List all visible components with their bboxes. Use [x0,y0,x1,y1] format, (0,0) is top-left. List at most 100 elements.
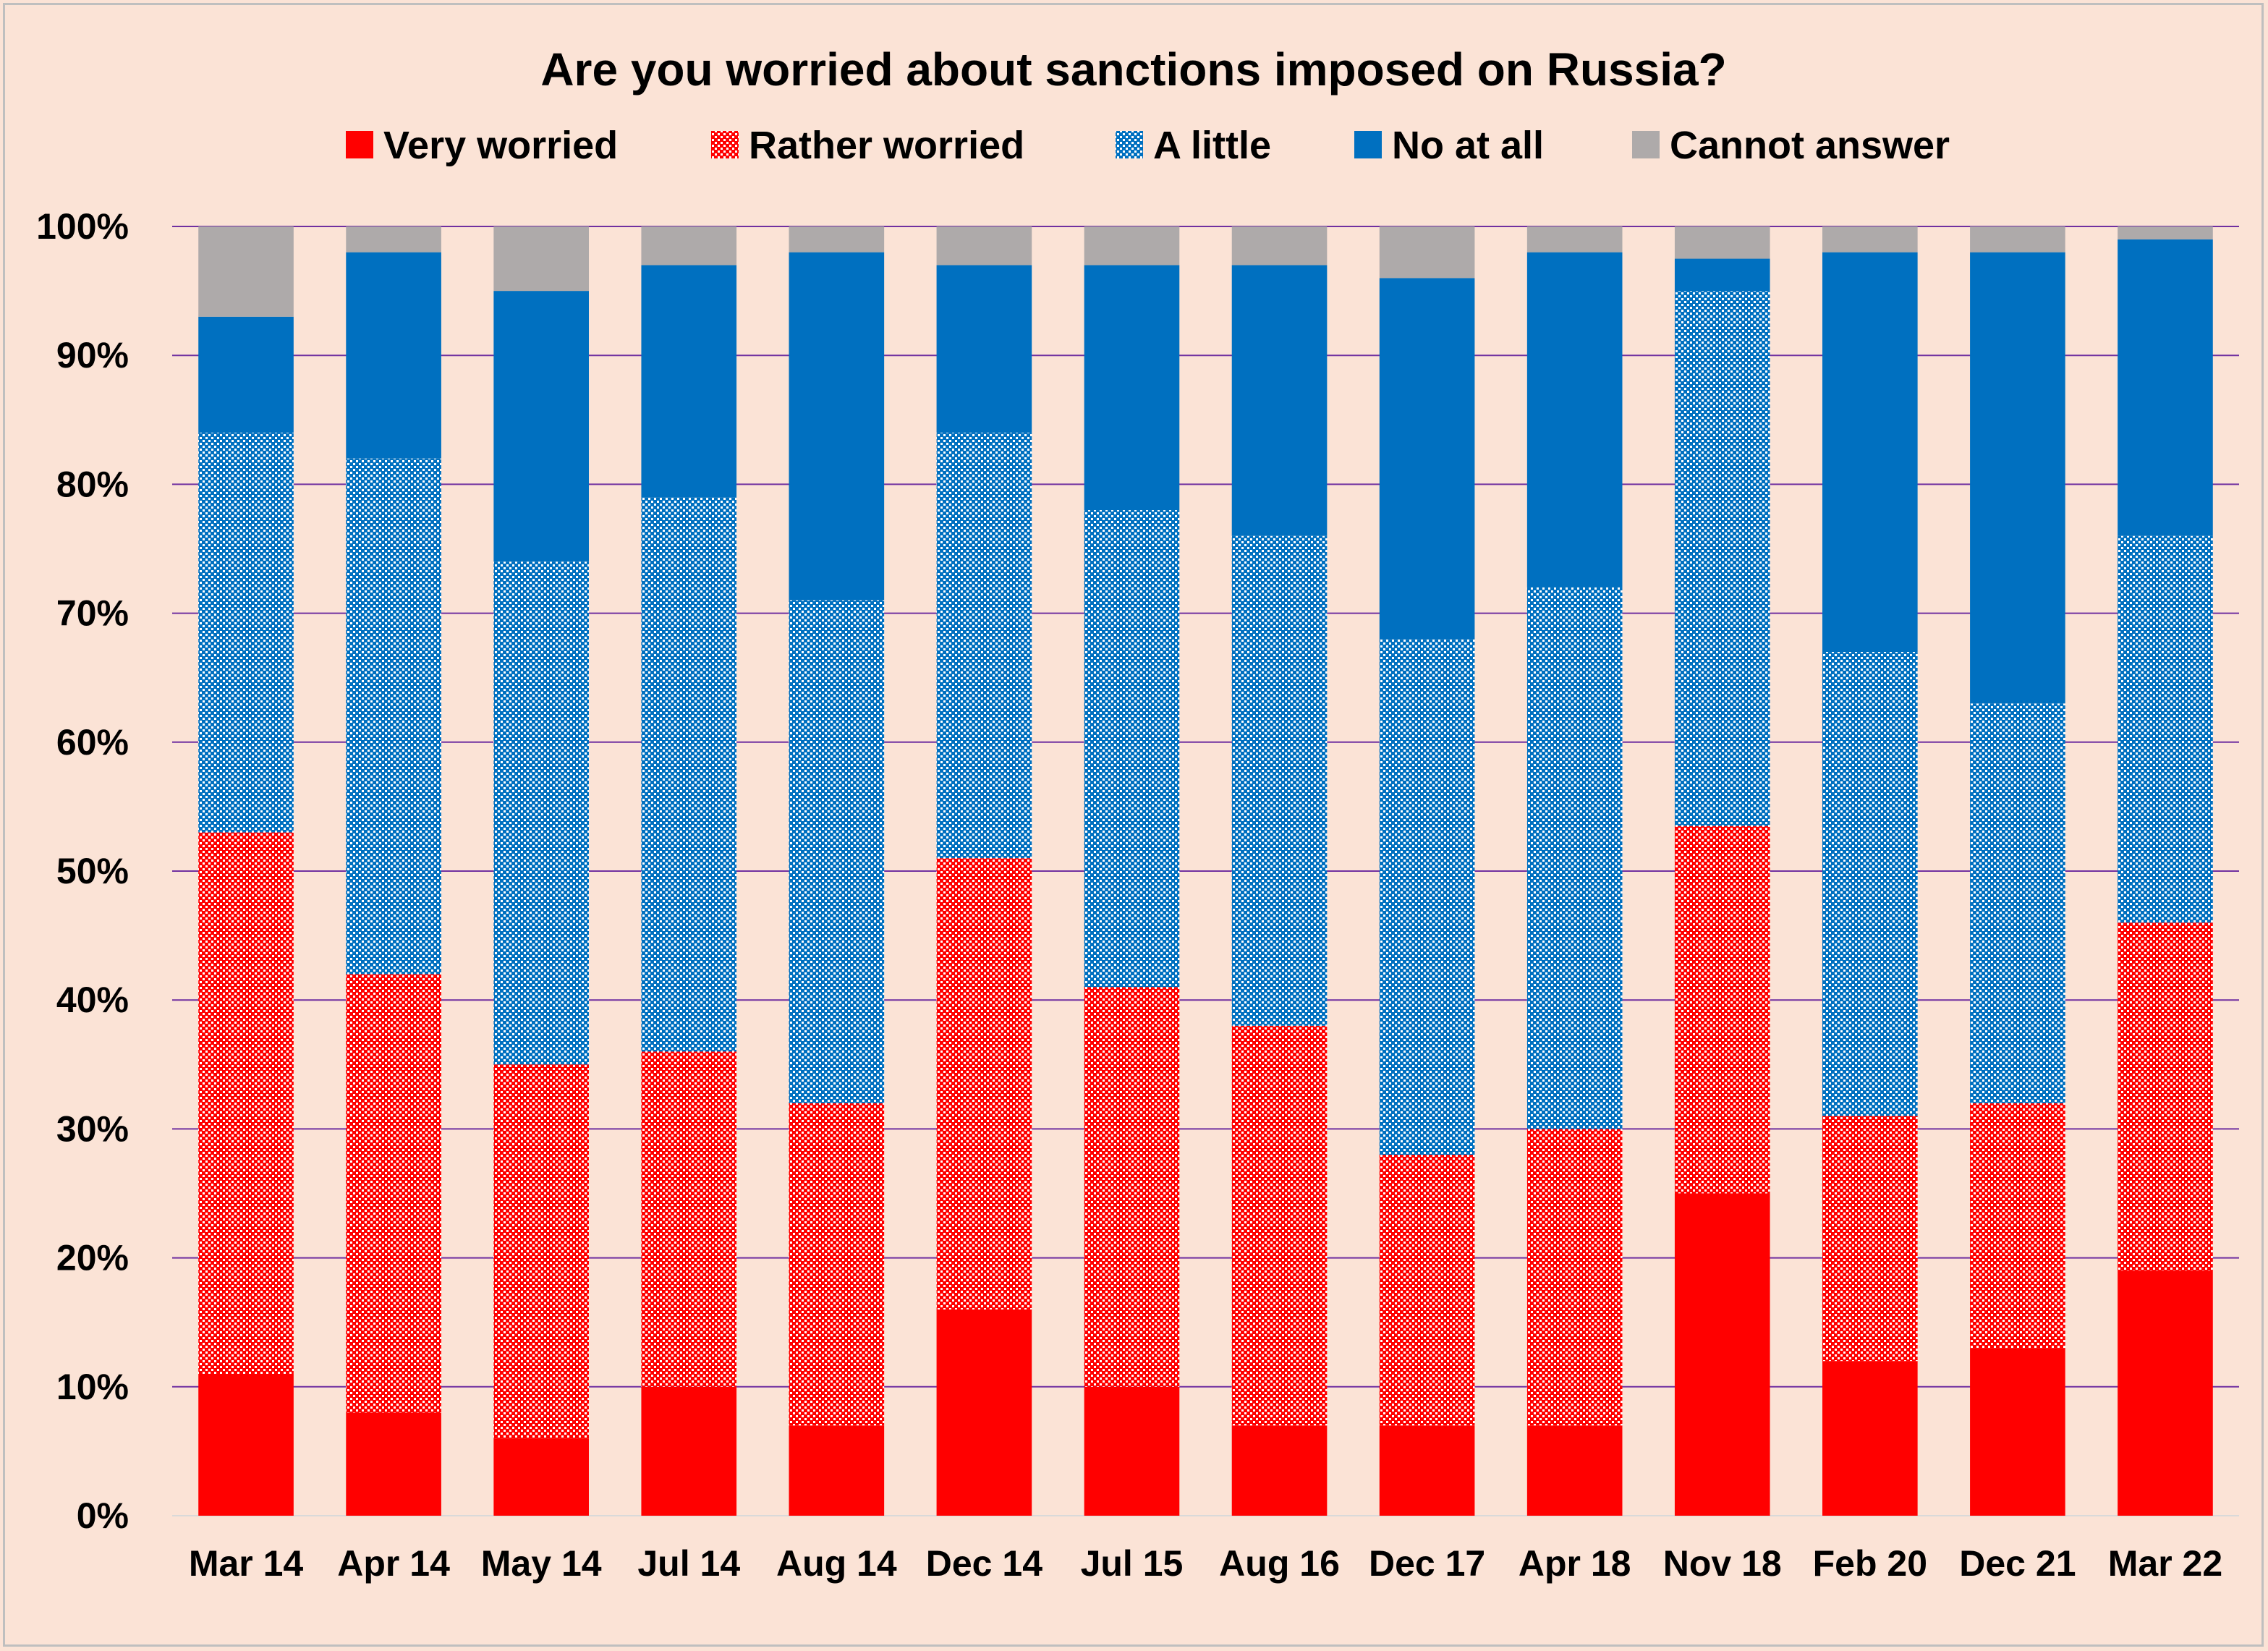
bar-segment-rather-worried [1379,1155,1475,1426]
legend-label-very-worried: Very worried [383,124,618,167]
bar-segment-rather-worried [641,1051,737,1387]
bar-segment-a-little [1084,510,1180,988]
bar-segment-rather-worried [2118,922,2213,1271]
y-tick-label: 10% [56,1367,129,1407]
bar-segment-a-little [2118,535,2213,923]
bar-segment-no-at-all [1526,252,1623,587]
bar-segment-cannot-answer [493,226,589,292]
legend-label-rather-worried: Rather worried [749,124,1024,167]
x-tick-label: Jul 14 [637,1543,740,1584]
legend-label-cannot-answer: Cannot answer [1670,124,1950,167]
bar-segment-rather-worried [346,974,441,1413]
y-tick-label: 100% [36,206,129,247]
bar-segment-no-at-all [936,265,1032,433]
bar-segment-very-worried [1526,1425,1623,1516]
x-tick-label: May 14 [481,1543,602,1584]
bar-segment-no-at-all [1231,265,1328,536]
bar-segment-a-little [1231,535,1328,1026]
gridlines [172,226,2239,1516]
x-tick-label: Apr 18 [1519,1543,1631,1584]
x-tick-label: Dec 21 [1959,1543,2076,1584]
bar-segment-a-little [198,433,294,833]
legend-swatch-cannot-answer [1632,131,1660,158]
y-tick-label: 0% [77,1495,129,1536]
bar-segment-no-at-all [1674,258,1770,292]
bar-segment-rather-worried [1674,826,1770,1194]
bar-segment-rather-worried [1970,1103,2065,1349]
bar-segment-rather-worried [1822,1116,1918,1362]
bar-segment-cannot-answer [1379,226,1475,279]
bar-segment-very-worried [1231,1425,1328,1516]
bar-segment-no-at-all [1970,252,2065,704]
bar-segment-very-worried [1674,1193,1770,1516]
bar-segment-a-little [936,433,1032,859]
bar-segment-very-worried [2118,1270,2213,1516]
y-tick-label: 40% [56,980,129,1020]
x-tick-label: Dec 17 [1369,1543,1485,1584]
bar-segment-cannot-answer [641,226,737,266]
bars [198,226,2213,1516]
bar-segment-very-worried [1379,1425,1475,1516]
legend-swatch-a-little [1116,131,1143,158]
bar-segment-no-at-all [1822,252,1918,653]
y-tick-label: 60% [56,722,129,763]
x-tick-label: Aug 16 [1219,1543,1340,1584]
bar-segment-a-little [346,458,441,975]
bar-segment-a-little [1822,652,1918,1116]
bar-segment-very-worried [789,1425,885,1516]
bar-segment-a-little [1674,291,1770,826]
y-tick-label: 20% [56,1238,129,1278]
y-tick-label: 30% [56,1108,129,1149]
x-tick-label: Mar 22 [2108,1543,2222,1584]
bar-segment-very-worried [493,1438,589,1516]
bar-segment-cannot-answer [1822,226,1918,252]
bar-segment-rather-worried [1084,987,1180,1387]
bar-segment-a-little [789,600,885,1103]
legend-label-no-at-all: No at all [1392,124,1544,167]
bar-segment-very-worried [1970,1348,2065,1516]
bar-segment-cannot-answer [1084,226,1180,266]
bar-segment-a-little [1526,587,1623,1129]
y-tick-label: 90% [56,335,129,375]
bar-segment-no-at-all [493,291,589,562]
bar-segment-very-worried [1822,1361,1918,1516]
bar-segment-cannot-answer [1231,226,1328,266]
bar-segment-very-worried [936,1309,1032,1516]
legend-swatch-rather-worried [711,131,739,158]
x-tick-label: Aug 14 [776,1543,897,1584]
bar-segment-very-worried [641,1386,737,1516]
y-tick-label: 80% [56,464,129,504]
bar-segment-no-at-all [641,265,737,498]
bar-segment-cannot-answer [346,226,441,252]
bar-segment-a-little [493,561,589,1065]
bar-segment-a-little [641,497,737,1052]
bar-segment-rather-worried [1526,1129,1623,1426]
legend-swatch-very-worried [346,131,373,158]
bar-segment-cannot-answer [1970,226,2065,252]
bar-segment-no-at-all [789,252,885,600]
x-axis: Mar 14 Apr 14 May 14 Jul 14 Aug 14 Dec 14 Jul … [189,1543,2222,1584]
bar-segment-cannot-answer [2118,226,2213,239]
bar-segment-very-worried [346,1412,441,1516]
bar-segment-no-at-all [198,316,294,433]
chart-title: Are you worried about sanctions imposed … [540,43,1726,96]
bar-segment-very-worried [1084,1386,1180,1516]
bar-segment-no-at-all [346,252,441,459]
bar-segment-very-worried [198,1373,294,1516]
bar-segment-no-at-all [1084,265,1180,511]
bar-segment-rather-worried [936,858,1032,1310]
x-tick-label: Mar 14 [189,1543,304,1584]
bar-segment-cannot-answer [789,226,885,252]
x-tick-label: Apr 14 [337,1543,450,1584]
bar-segment-rather-worried [789,1103,885,1426]
legend-swatch-no-at-all [1354,131,1382,158]
y-axis: 0% 10% 20% 30% 40% 50% 60% 70% 80% 90% 100% [36,206,129,1536]
bar-segment-no-at-all [2118,239,2213,536]
x-tick-label: Nov 18 [1663,1543,1782,1584]
y-tick-label: 50% [56,851,129,891]
bar-segment-rather-worried [198,832,294,1374]
bar-segment-rather-worried [1231,1025,1328,1426]
bar-segment-cannot-answer [1526,226,1623,252]
x-tick-label: Jul 15 [1081,1543,1184,1584]
bar-segment-cannot-answer [198,226,294,317]
